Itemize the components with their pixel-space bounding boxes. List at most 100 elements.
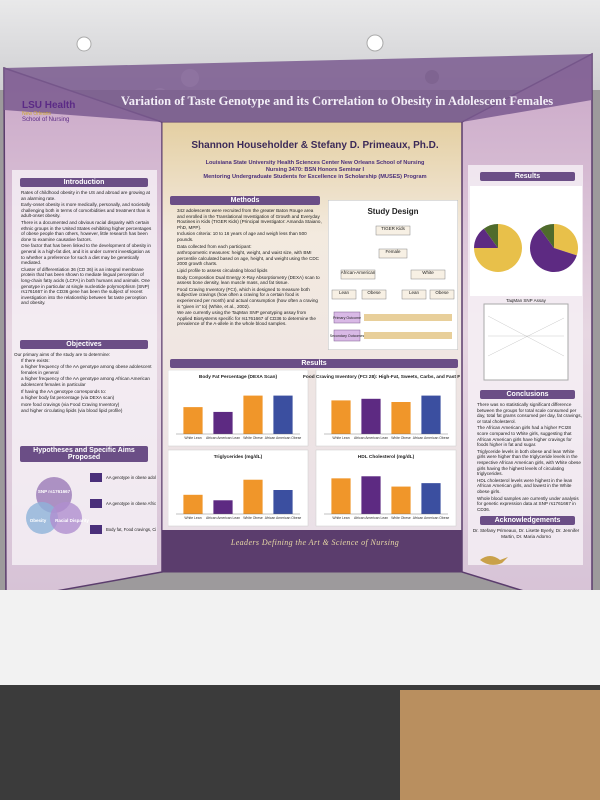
x-tick-label: White Obese xyxy=(243,516,263,520)
x-tick-label: African American Obese xyxy=(265,436,302,440)
outcome-arrow xyxy=(364,332,452,339)
bar xyxy=(331,478,351,514)
x-tick-label: African American Obese xyxy=(265,516,302,520)
study-design: Study Design TIGER Kids Female African-Amer… xyxy=(328,200,458,350)
bar xyxy=(183,494,203,514)
x-tick-label: African American Obese xyxy=(413,436,450,440)
bullet: Triglyceride levels in both obese and le… xyxy=(477,449,582,477)
x-tick-label: White Obese xyxy=(391,516,411,520)
bar xyxy=(273,395,293,434)
outcome-box xyxy=(333,329,361,342)
design-label: Lean xyxy=(409,290,420,295)
pie-slice xyxy=(539,224,554,248)
bar xyxy=(183,407,203,434)
design-box xyxy=(429,289,455,300)
chart-title: Triglycerides (mg/dL) xyxy=(214,454,263,460)
methods-text: 342 adolescents were recruited from the … xyxy=(170,208,322,356)
logo-school: School of Nursing xyxy=(22,117,70,123)
section-heading: Results xyxy=(170,359,458,368)
bullet: Early-onset obesity is more medically, p… xyxy=(21,202,154,219)
bar xyxy=(213,500,233,514)
conclusions-text: There was no statistically significant d… xyxy=(470,402,582,514)
bar xyxy=(421,395,441,434)
aim-label: Body fat, Food cravings, Circulating lip… xyxy=(106,527,156,532)
design-box xyxy=(410,269,446,280)
chart-title: Food Craving Inventory (FCI 28): High-Fa… xyxy=(303,374,460,380)
circle-label: SNP rs1761667 xyxy=(38,489,71,494)
poster-title: Variation of Taste Genotype and its Corr… xyxy=(120,94,554,108)
pie-slice xyxy=(483,224,498,248)
aim-box xyxy=(90,473,102,482)
bullet: more food cravings (via Food Craving Inv… xyxy=(21,402,154,408)
design-label: White xyxy=(422,270,434,275)
bar xyxy=(213,411,233,434)
logo: LSU Health New Orleans School of Nursing xyxy=(22,100,75,123)
outcome-label: Primary Outcome xyxy=(333,316,361,320)
chart-panel xyxy=(168,449,309,527)
bullet-list: If there exists:a higher frequency of th… xyxy=(14,358,154,414)
design-label: Lean xyxy=(339,290,350,295)
bar xyxy=(243,479,263,514)
bar xyxy=(391,486,411,514)
aim-label: AA genotype in obese adolescent females xyxy=(106,475,156,480)
logo-sub: New Orleans xyxy=(22,111,51,117)
acknowledgements-text: Dr. Stefany Primeaux, Dr. Lisette Byerly… xyxy=(472,528,580,539)
logo-name: LSU Health xyxy=(22,100,76,111)
x-tick-label: African American Lean xyxy=(354,436,388,440)
section-heading: Methods xyxy=(170,196,320,205)
bar xyxy=(361,398,381,434)
x-tick-label: White Lean xyxy=(332,436,349,440)
bar xyxy=(243,395,263,434)
design-box xyxy=(340,269,376,280)
objectives-intro: Our primary aims of the study are to det… xyxy=(14,352,111,357)
bullet-list: 342 adolescents were recruited from the … xyxy=(170,208,322,327)
design-box xyxy=(361,289,387,300)
bullet: Lipid profile to assess circulating bloo… xyxy=(177,268,322,274)
intro-text: Rates of childhood obesity in the US and… xyxy=(14,190,154,340)
bullet: 342 adolescents were recruited from the … xyxy=(177,208,322,230)
x-tick-label: African American Lean xyxy=(206,516,240,520)
outcome-box xyxy=(333,311,361,324)
pie-slice xyxy=(474,228,498,248)
affiliation-line: Mentoring Undergraduate Students for Exc… xyxy=(203,174,427,180)
chart-title: Body Fat Percentage (DEXA Scan) xyxy=(199,374,278,380)
affiliation: Louisiana State University Health Scienc… xyxy=(170,160,460,181)
aim-box xyxy=(90,525,102,534)
bullet: There is a documented and obvious racial… xyxy=(21,220,154,242)
design-box xyxy=(401,289,427,300)
design-label: Study Design xyxy=(367,207,418,216)
bullet: If having the AA genotype corresponds to… xyxy=(21,389,154,395)
bullet: We are currently using the TaqMan SNP ge… xyxy=(177,310,322,327)
section-heading: Results xyxy=(480,172,575,181)
footer: Leaders Defining the Art & Science of Nu… xyxy=(230,538,400,547)
bullet: There was no statistically significant d… xyxy=(477,402,582,424)
bullet: a higher frequency of the AA genotype am… xyxy=(21,364,154,375)
bullet: anthropometric measures: height, weight,… xyxy=(177,250,322,267)
bullet: The African American girls had a higher … xyxy=(477,425,582,447)
bullet: a higher body fat percentage (via DEXA s… xyxy=(21,395,154,401)
bar xyxy=(361,476,381,514)
design-label: Obese xyxy=(435,290,449,295)
bullet-list: There was no statistically significant d… xyxy=(470,402,582,512)
bullet: and higher circulating lipids (via blood… xyxy=(21,408,154,414)
bullet: HDL cholesterol levels were highest in t… xyxy=(477,478,582,495)
bar xyxy=(273,490,293,514)
x-tick-label: African American Lean xyxy=(354,516,388,520)
hypotheses-diagram: SNP rs1761667 Obesity Racial Disparity AA g… xyxy=(26,473,156,534)
pie-charts: TaqMan SNP Assay xyxy=(470,186,582,381)
x-tick-label: African American Lean xyxy=(206,436,240,440)
pie-slice xyxy=(554,224,578,256)
bullet: a higher frequency of the AA genotype am… xyxy=(21,376,154,387)
bullet: Whole blood samples are currently under … xyxy=(477,496,582,513)
x-tick-label: White Lean xyxy=(332,516,349,520)
results-charts: Body Fat Percentage (DEXA Scan) White Lea… xyxy=(168,370,460,527)
aim-label: AA genotype in obese African American ad… xyxy=(106,501,156,506)
section-heading: Hypotheses and Specific Aims Proposed xyxy=(20,446,148,462)
chart-title: HDL Cholesterol (mg/dL) xyxy=(358,454,415,460)
bar xyxy=(421,483,441,514)
bullet: If there exists: xyxy=(21,358,154,364)
section-heading: Objectives xyxy=(20,340,148,349)
bullet: Data collected from each participant: xyxy=(177,244,322,250)
bullet: One factor that has been linked to the d… xyxy=(21,243,154,265)
